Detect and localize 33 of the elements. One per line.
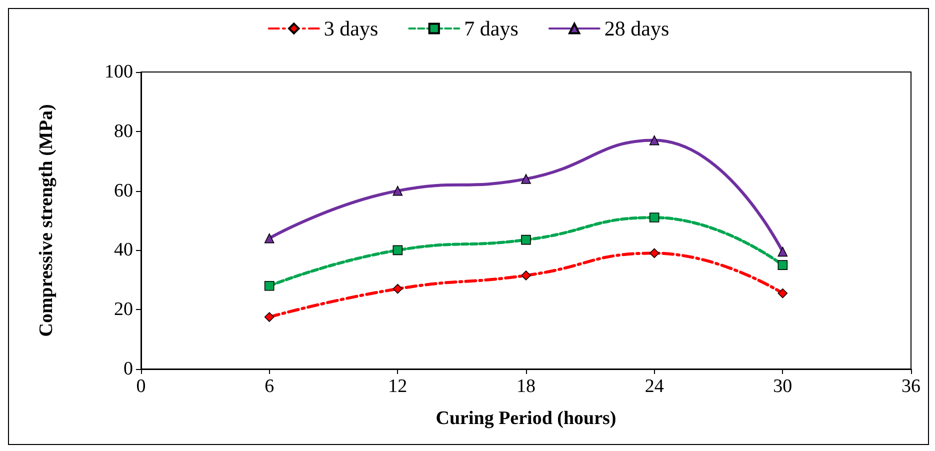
point [264, 312, 274, 322]
legend-label: 3 days [324, 16, 378, 40]
x-tick-label: 30 [773, 376, 792, 397]
legend-label: 28 days [604, 16, 670, 40]
point [264, 233, 274, 244]
y-tick-label: 40 [114, 240, 133, 261]
point [521, 270, 531, 280]
point [521, 174, 531, 184]
point [392, 186, 403, 196]
x-tick-label: 18 [516, 376, 536, 397]
point [521, 234, 531, 245]
point [649, 212, 660, 222]
y-tick-label: 20 [114, 299, 133, 320]
point [649, 135, 660, 146]
y-tick-label: 80 [114, 120, 133, 142]
y-axis-title: Compressive strength (MPa) [36, 104, 57, 337]
point [778, 288, 788, 298]
x-tick-label: 0 [136, 376, 146, 397]
point [264, 280, 274, 291]
x-tick-label: 36 [902, 376, 920, 397]
y-tick-label: 60 [114, 180, 133, 202]
point [392, 284, 403, 294]
point [778, 246, 788, 257]
point [649, 248, 660, 258]
point [392, 245, 403, 256]
legend-label: 7 days [464, 16, 518, 40]
x-tick-label: 12 [388, 376, 408, 397]
point [778, 260, 788, 270]
x-tick-label: 24 [644, 376, 664, 397]
x-axis-title: Curing Period (hours) [436, 408, 616, 429]
y-tick-label: 100 [104, 62, 133, 82]
y-tick-label: 0 [124, 358, 133, 380]
x-tick-label: 6 [264, 376, 274, 397]
